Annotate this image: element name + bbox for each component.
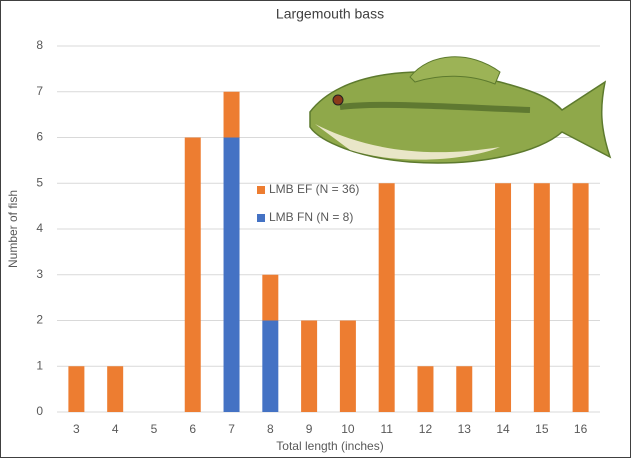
legend-label: LMB FN (N = 8) [269,210,353,224]
bar [223,91,240,138]
x-tick-label: 12 [419,422,433,436]
fish-illustration [309,56,612,164]
x-tick-label: 14 [496,422,510,436]
bar [417,366,434,412]
fish-fin [409,56,501,85]
x-axis-label: Total length (inches) [276,439,383,453]
bar [107,366,124,412]
x-tick-label: 7 [228,422,235,436]
fish-belly [315,124,500,160]
x-tick-label: 10 [341,422,355,436]
bar [378,183,395,412]
bar [262,320,279,412]
x-tick-label: 9 [306,422,313,436]
y-tick-label: 1 [36,358,43,372]
bar [456,366,473,412]
x-tick-label: 6 [189,422,196,436]
x-tick-label: 11 [380,422,393,436]
bar [495,183,512,412]
x-tick-label: 8 [267,422,274,436]
legend-swatch [257,214,265,222]
bar [68,366,85,412]
x-tick-label: 3 [73,422,80,436]
y-tick-label: 6 [36,130,43,144]
legend-label: LMB EF (N = 36) [269,182,359,196]
x-tick-label: 4 [112,422,119,436]
bar [533,183,550,412]
x-tick-label: 16 [574,422,588,436]
fish-stripe [339,101,531,113]
chart-title: Largemouth bass [276,6,384,22]
x-tick-label: 15 [535,422,549,436]
bar [184,137,201,412]
fish-eye [332,94,344,106]
y-tick-label: 3 [36,267,43,281]
x-tick-label: 13 [458,422,472,436]
bar [223,137,240,412]
y-tick-label: 2 [36,313,43,327]
y-tick-label: 8 [36,38,43,52]
y-tick-label: 0 [36,404,43,418]
y-tick-label: 4 [36,221,43,235]
bar [572,183,589,412]
bar [339,320,356,412]
bar [301,320,318,412]
bar [262,274,279,321]
legend-swatch [257,186,265,194]
y-tick-label: 5 [36,175,43,189]
x-tick-label: 5 [151,422,158,436]
y-axis-label: Number of fish [6,190,20,268]
y-tick-label: 7 [36,84,43,98]
